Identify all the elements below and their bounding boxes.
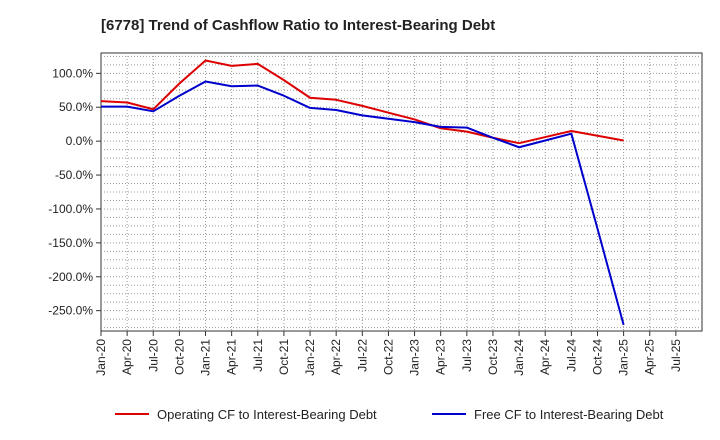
x-tick-label: Apr-25 bbox=[643, 339, 657, 375]
x-tick-label: Oct-23 bbox=[486, 339, 500, 375]
x-tick-label: Jan-23 bbox=[408, 339, 422, 376]
legend: Operating CF to Interest-Bearing Debt Fre… bbox=[115, 407, 664, 422]
y-tick-label: 50.0% bbox=[59, 100, 93, 114]
series-line-operating-cf bbox=[100, 59, 624, 145]
x-tick-label: Apr-21 bbox=[225, 339, 239, 375]
y-tick-label: -150.0% bbox=[48, 236, 93, 250]
y-tick-label: 100.0% bbox=[52, 66, 93, 80]
y-axis-ticks: 100.0% 50.0% 0.0% -50.0% -100.0% -150.0% -200.… bbox=[48, 66, 101, 318]
x-axis-ticks: Jan-20 Apr-20 Jul-20 Oct-20 Jan-21 Apr-21 Jul-… bbox=[94, 331, 683, 376]
y-tick-label: -50.0% bbox=[55, 168, 93, 182]
series-line-free-cf bbox=[101, 80, 625, 326]
y-tick-label: 0.0% bbox=[66, 134, 94, 148]
legend-label: Operating CF to Interest-Bearing Debt bbox=[157, 407, 377, 422]
y-tick-label: -100.0% bbox=[48, 202, 93, 216]
x-tick-label: Apr-24 bbox=[538, 339, 552, 375]
x-tick-label: Jul-24 bbox=[564, 339, 578, 372]
x-tick-label: Apr-23 bbox=[434, 339, 448, 375]
x-tick-label: Oct-21 bbox=[277, 339, 291, 375]
x-tick-label: Oct-24 bbox=[590, 339, 604, 375]
x-tick-label: Jan-21 bbox=[199, 339, 213, 376]
legend-label: Free CF to Interest-Bearing Debt bbox=[474, 407, 664, 422]
x-tick-label: Apr-22 bbox=[329, 339, 343, 375]
x-tick-label: Apr-20 bbox=[120, 339, 134, 375]
x-tick-label: Jul-23 bbox=[460, 339, 474, 372]
grid-lines bbox=[101, 53, 702, 331]
x-tick-label: Jan-20 bbox=[94, 339, 108, 376]
x-tick-label: Jul-20 bbox=[146, 339, 160, 372]
x-tick-label: Jan-24 bbox=[512, 339, 526, 376]
x-tick-label: Jul-22 bbox=[355, 339, 369, 372]
x-tick-label: Oct-22 bbox=[381, 339, 395, 375]
x-tick-label: Jan-22 bbox=[303, 339, 317, 376]
y-tick-label: -200.0% bbox=[48, 270, 93, 284]
x-tick-label: Oct-20 bbox=[172, 339, 186, 375]
y-tick-label: -250.0% bbox=[48, 304, 93, 318]
chart-title: [6778] Trend of Cashflow Ratio to Intere… bbox=[101, 17, 495, 34]
x-tick-label: Jan-25 bbox=[617, 339, 631, 376]
x-tick-label: Jul-21 bbox=[251, 339, 265, 372]
x-tick-label: Jul-25 bbox=[669, 339, 683, 372]
series-lines bbox=[100, 59, 625, 326]
